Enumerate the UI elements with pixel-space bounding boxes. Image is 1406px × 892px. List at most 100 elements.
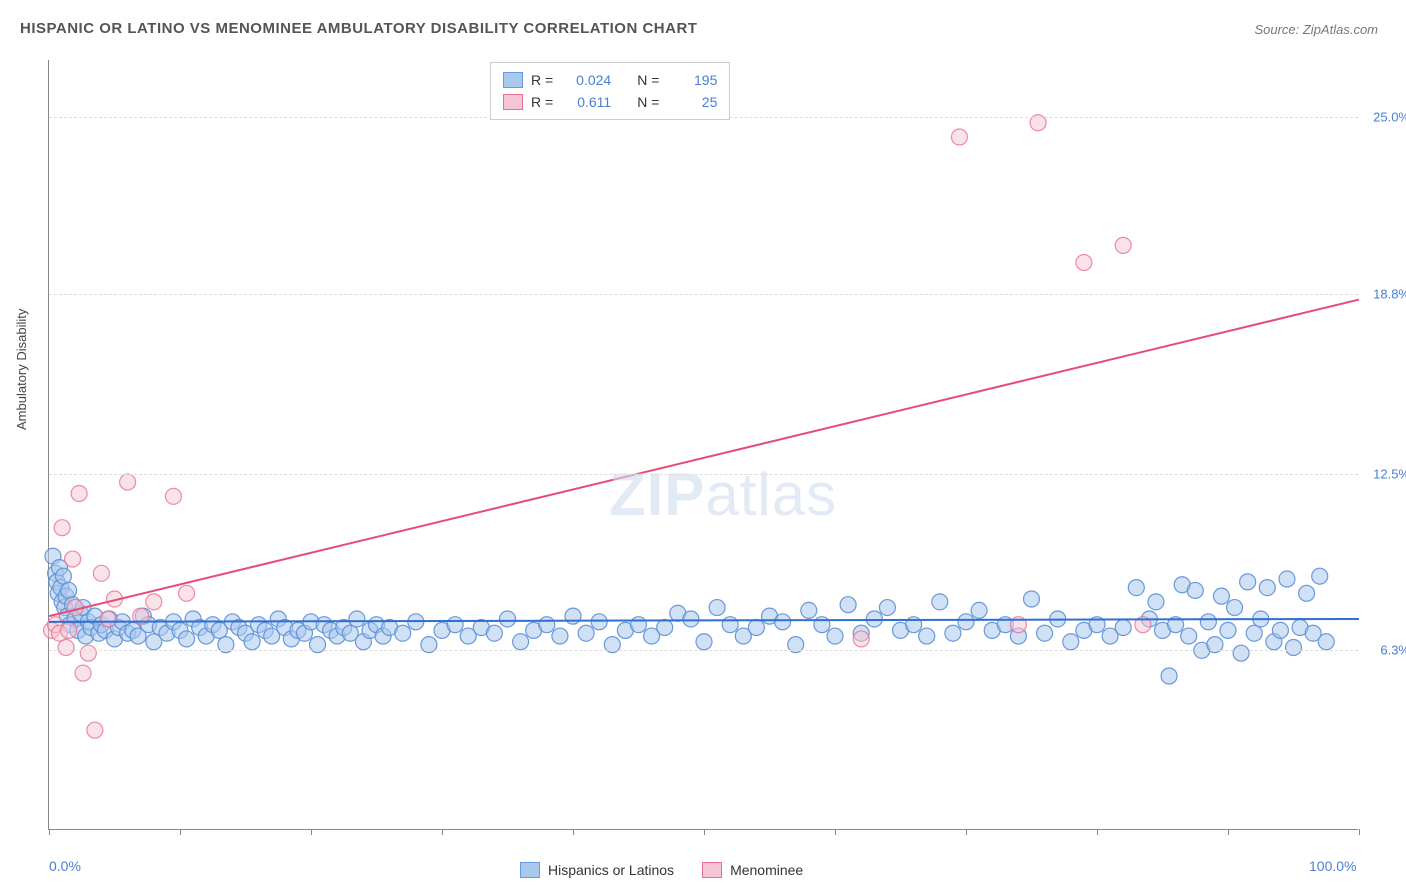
data-point (683, 611, 699, 627)
legend-swatch-hispanic-bottom (520, 862, 540, 878)
data-point (500, 611, 516, 627)
legend-row-menominee: R = 0.611 N = 25 (503, 91, 717, 113)
data-point (61, 622, 77, 638)
data-point (1246, 625, 1262, 641)
data-point (775, 614, 791, 630)
data-point (1161, 668, 1177, 684)
data-point (1272, 622, 1288, 638)
data-point (349, 611, 365, 627)
legend-statistics: R = 0.024 N = 195 R = 0.611 N = 25 (490, 62, 730, 120)
data-point (1063, 634, 1079, 650)
data-point (165, 488, 181, 504)
data-point (1076, 254, 1092, 270)
data-point (1233, 645, 1249, 661)
data-point (1312, 568, 1328, 584)
data-point (827, 628, 843, 644)
data-point (958, 614, 974, 630)
data-point (179, 585, 195, 601)
data-point (1227, 600, 1243, 616)
n-label: N = (637, 69, 659, 91)
data-point (1286, 639, 1302, 655)
data-point (709, 600, 725, 616)
data-point (1318, 634, 1334, 650)
trend-line (49, 300, 1359, 617)
data-point (1187, 582, 1203, 598)
data-point (75, 665, 91, 681)
data-point (879, 600, 895, 616)
data-point (54, 520, 70, 536)
data-point (93, 565, 109, 581)
data-point (932, 594, 948, 610)
data-point (1115, 237, 1131, 253)
data-point (1240, 574, 1256, 590)
data-point (657, 620, 673, 636)
data-point (120, 474, 136, 490)
legend-series: Hispanics or Latinos Menominee (520, 862, 803, 878)
data-point (1200, 614, 1216, 630)
chart-title: HISPANIC OR LATINO VS MENOMINEE AMBULATO… (20, 20, 697, 37)
data-point (951, 129, 967, 145)
data-point (1220, 622, 1236, 638)
data-point (65, 551, 81, 567)
data-point (87, 722, 103, 738)
data-point (565, 608, 581, 624)
y-tick-label: 25.0% (1373, 110, 1406, 125)
data-point (1213, 588, 1229, 604)
chart-svg (49, 60, 1358, 829)
data-point (71, 485, 87, 501)
legend-swatch-menominee (503, 94, 523, 110)
data-point (61, 582, 77, 598)
n-value-menominee: 25 (667, 91, 717, 113)
data-point (866, 611, 882, 627)
data-point (631, 617, 647, 633)
legend-label-hispanic: Hispanics or Latinos (548, 862, 674, 878)
plot-area: ZIPatlas 6.3%12.5%18.8%25.0%0.0%100.0% (48, 60, 1358, 830)
data-point (513, 634, 529, 650)
legend-label-menominee: Menominee (730, 862, 803, 878)
data-point (1115, 620, 1131, 636)
data-point (539, 617, 555, 633)
source-attribution: Source: ZipAtlas.com (1254, 22, 1378, 37)
data-point (840, 597, 856, 613)
legend-swatch-menominee-bottom (702, 862, 722, 878)
data-point (801, 602, 817, 618)
data-point (971, 602, 987, 618)
data-point (1024, 591, 1040, 607)
n-value-hispanic: 195 (667, 69, 717, 91)
y-axis-title: Ambulatory Disability (14, 309, 29, 430)
legend-item-hispanic: Hispanics or Latinos (520, 862, 674, 878)
legend-item-menominee: Menominee (702, 862, 803, 878)
data-point (748, 620, 764, 636)
trend-line (49, 619, 1359, 622)
data-point (1037, 625, 1053, 641)
r-label: R = (531, 69, 553, 91)
data-point (1148, 594, 1164, 610)
legend-swatch-hispanic (503, 72, 523, 88)
data-point (552, 628, 568, 644)
data-point (100, 611, 116, 627)
r-label: R = (531, 91, 553, 113)
y-tick-label: 18.8% (1373, 286, 1406, 301)
data-point (814, 617, 830, 633)
data-point (1259, 580, 1275, 596)
data-point (179, 631, 195, 647)
data-point (578, 625, 594, 641)
r-value-menominee: 0.611 (561, 91, 611, 113)
data-point (1128, 580, 1144, 596)
data-point (919, 628, 935, 644)
data-point (244, 634, 260, 650)
data-point (146, 594, 162, 610)
y-tick-label: 6.3% (1380, 643, 1406, 658)
x-tick-label: 0.0% (49, 858, 81, 874)
data-point (591, 614, 607, 630)
data-point (853, 631, 869, 647)
n-label: N = (637, 91, 659, 113)
data-point (1299, 585, 1315, 601)
data-point (722, 617, 738, 633)
data-point (58, 639, 74, 655)
data-point (447, 617, 463, 633)
y-tick-label: 12.5% (1373, 466, 1406, 481)
x-tick-label: 100.0% (1309, 858, 1356, 874)
data-point (486, 625, 502, 641)
data-point (696, 634, 712, 650)
